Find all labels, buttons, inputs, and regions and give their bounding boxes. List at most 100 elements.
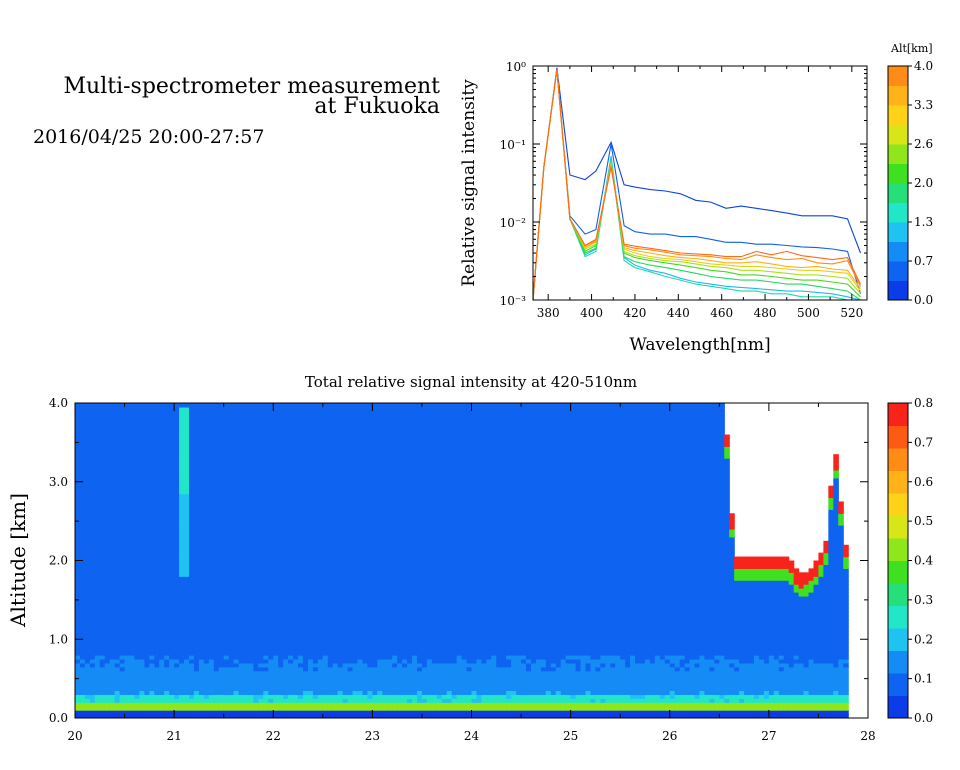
heatmap-cell [184,529,190,534]
heatmap-cell [203,406,210,412]
heatmap-cell [198,580,205,585]
heatmap-cell [203,706,210,711]
heatmap-cell [84,446,91,451]
heatmap-cell [104,406,111,412]
heatmap-cell [139,418,145,424]
heatmap-cell [114,670,121,676]
heatmap-cell [213,489,220,495]
heatmap-cell [327,497,334,503]
heatmap-cell [263,623,269,629]
heatmap-cell [79,418,86,424]
heatmap-cell [228,552,235,558]
heatmap-cell [99,619,106,625]
heatmap-cell [198,674,205,680]
heatmap-cell [263,505,269,510]
heatmap-cell [119,564,126,569]
heatmap-cell [273,438,279,443]
heatmap-cell [154,599,160,605]
heatmap-cell [114,442,121,447]
heatmap-cell [367,682,373,688]
heatmap-cell [124,639,131,644]
heatmap-cell [99,434,106,440]
heatmap-cell [307,666,314,672]
heatmap-cell [278,643,284,648]
heatmap-cell [164,505,170,510]
heatmap-cell [174,458,180,463]
heatmap-cell [273,414,279,420]
heatmap-cell [149,651,155,656]
heatmap-cell [317,595,324,601]
heatmap-cell [233,434,240,440]
heatmap-cell [213,694,220,699]
heatmap-cell [198,485,205,491]
heatmap-cell [109,706,116,711]
heatmap-cell [119,489,126,495]
heatmap-cell [84,666,91,672]
heatmap-cell [124,446,131,451]
heatmap-cell [337,631,344,636]
heatmap-cell [228,403,235,404]
heatmap-cell [293,678,299,684]
heatmap-cell [124,505,131,510]
heatmap-cell [238,552,245,558]
heatmap-cell [159,651,165,656]
heatmap-cell [129,497,136,503]
heatmap-cell [322,647,329,652]
heatmap-cell [188,481,195,487]
heatmap-cell [347,690,354,695]
heatmap-cell [312,611,319,617]
heatmap-cell [352,682,359,688]
heatmap-cell [218,414,225,420]
heatmap-cell [268,595,274,601]
heatmap-cell [298,714,304,718]
heatmap-cell [253,572,259,577]
heatmap-cell [357,576,364,581]
heatmap-cell [94,497,101,503]
heatmap-cell [89,485,96,491]
heatmap-cell [233,485,240,491]
heatmap-cell [312,576,319,581]
heatmap-cell [188,674,195,680]
heatmap-cell [263,509,269,514]
heatmap-cell [273,631,279,636]
heatmap-cell [312,473,319,479]
heatmap-cell [79,599,86,605]
heatmap-cell [188,517,195,522]
heatmap-cell [312,607,319,613]
heatmap-cell [357,686,364,692]
heatmap-cell [99,666,106,672]
heatmap-cell [203,686,210,692]
heatmap-cell [188,469,195,475]
heatmap-cell [258,580,264,585]
heatmap-cell [94,643,101,648]
heatmap-cell [114,418,121,424]
heatmap-cell [278,607,284,613]
heatmap-cell [352,509,359,514]
heatmap-cell [99,462,106,467]
heatmap-cell [243,686,250,692]
heatmap-cell [278,473,284,479]
altitude-colorbar-band [888,280,908,301]
heatmap-cell [124,619,131,625]
heatmap-cell [347,469,354,475]
heatmap-cell [298,434,304,440]
heatmap-cell [208,410,215,416]
heatmap-cell [228,473,235,479]
heatmap-cell [129,631,136,636]
heatmap-cell [104,580,111,585]
heatmap-cell [84,548,91,554]
heatmap-cell [283,592,289,597]
heatmap-cell [362,690,369,695]
heatmap-cell [208,469,215,475]
heatmap-cell [268,639,274,644]
heatmap-cell [273,434,279,440]
heatmap-cell [233,544,240,550]
heatmap-cell [258,406,264,412]
heatmap-cell [94,489,101,495]
heatmap-cell [223,544,230,550]
heatmap-cell [273,714,279,718]
heatmap-cell [273,548,279,554]
heatmap-cell [144,694,150,699]
heatmap-cell [248,446,255,451]
heatmap-cell [233,615,240,621]
